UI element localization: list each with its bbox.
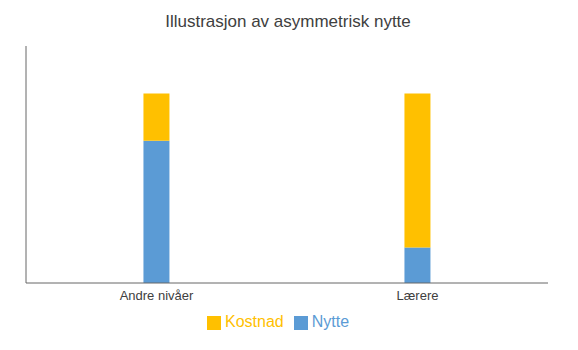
svg-text:Lærere: Lærere <box>397 288 439 303</box>
svg-text:Andre nivåer: Andre nivåer <box>120 288 194 303</box>
html-text:Illustrasjon av asymmetrisk ny: Illustrasjon av asymmetrisk nytte <box>165 12 411 31</box>
html-text:Kostnad: Kostnad <box>225 313 284 330</box>
html-text:Nytte: Nytte <box>311 313 349 330</box>
